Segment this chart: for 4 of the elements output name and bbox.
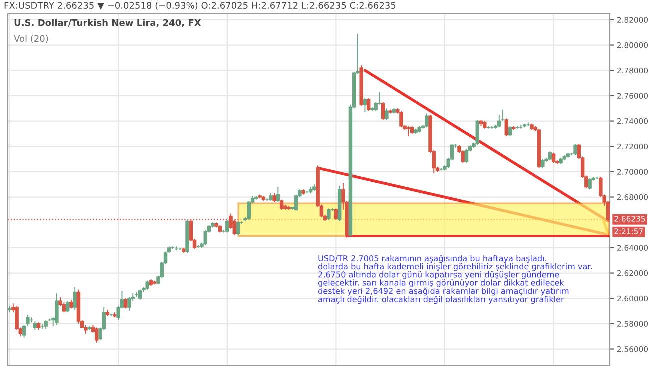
annotation: USD/TR 2.7005 rakamının aşağısında bu haftaya başladı. dolarda bu hafta kademeli inişler görebiliriz şeklinde grafiklerim var. 2,6750 altında dolar günü kapatırsa yeni düşüşler gündeme gelecektir. sarı kanala girmiş görünüyor dolar dikkat edilecek destek yeri 2,6492 en aşağıda rakamlar bilgi amaçlıdır yatırım amaçlı değildir. olacakları değil olasılıkları yansıtıyor grafikler xyxy=(318,255,592,304)
text: FX:USDTRY 2.66235 ▼ −0.02518 (−0.93%) O:2.67025 H:2.67712 L:2.66235 C:2.66235 xyxy=(4,2,396,10)
text: U.S. Dollar/Turkish New Lira, 240, FX xyxy=(14,19,202,28)
annotation: Vol (20) xyxy=(14,35,48,44)
